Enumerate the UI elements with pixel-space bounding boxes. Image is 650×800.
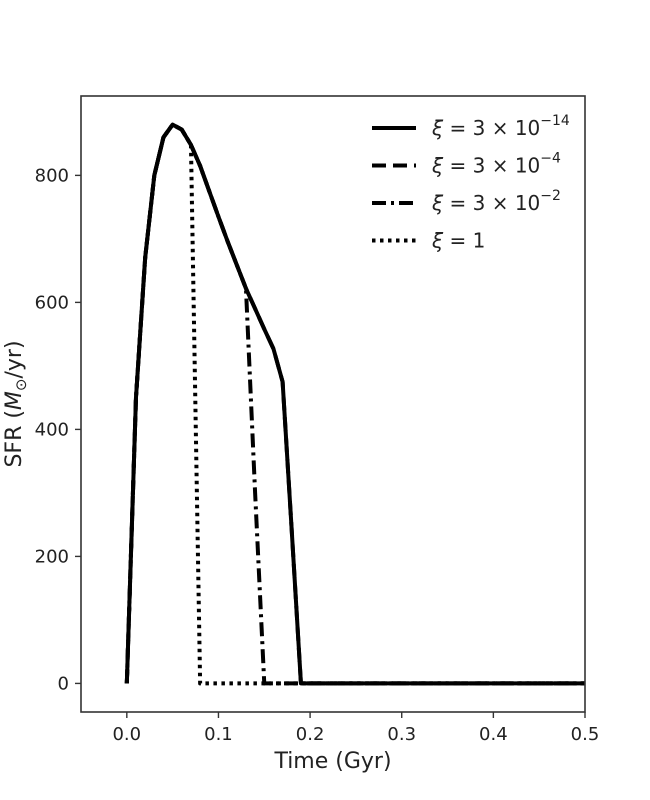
series-line-dashdot	[124, 122, 585, 686]
x-tick-label: 0.0	[112, 724, 141, 745]
legend-entry-label: ξ = 3 × 10−4	[431, 151, 561, 178]
series-line-dotted	[124, 122, 585, 686]
y-axis-ticks: 0 200 400 600 800	[35, 165, 81, 694]
y-tick-label: 0	[58, 673, 69, 694]
y-tick-label: 400	[35, 419, 69, 440]
x-tick-label: 0.4	[479, 724, 508, 745]
x-tick-label: 0.1	[204, 724, 233, 745]
y-tick-label: 800	[35, 165, 69, 186]
y-tick-label: 200	[35, 546, 69, 567]
y-tick-label: 600	[35, 292, 69, 313]
legend-entry-label: ξ = 1	[431, 229, 485, 253]
x-tick-label: 0.2	[296, 724, 325, 745]
series-layer	[124, 122, 585, 686]
x-tick-label: 0.5	[571, 724, 600, 745]
legend-entry-label: ξ = 3 × 10−2	[431, 188, 561, 215]
plot-frame	[80, 95, 586, 713]
legend: ξ = 3 × 10−14 ξ = 3 × 10−4 ξ = 3 × 10−2 ξ =…	[372, 113, 570, 253]
x-axis-ticks: 0.0 0.1 0.2 0.3 0.4 0.5	[112, 712, 599, 745]
x-tick-label: 0.3	[387, 724, 416, 745]
y-axis-label: SFR (M⊙/yr)	[2, 340, 30, 467]
legend-entry-label: ξ = 3 × 10−14	[431, 113, 570, 140]
x-axis-label: Time (Gyr)	[273, 749, 391, 774]
